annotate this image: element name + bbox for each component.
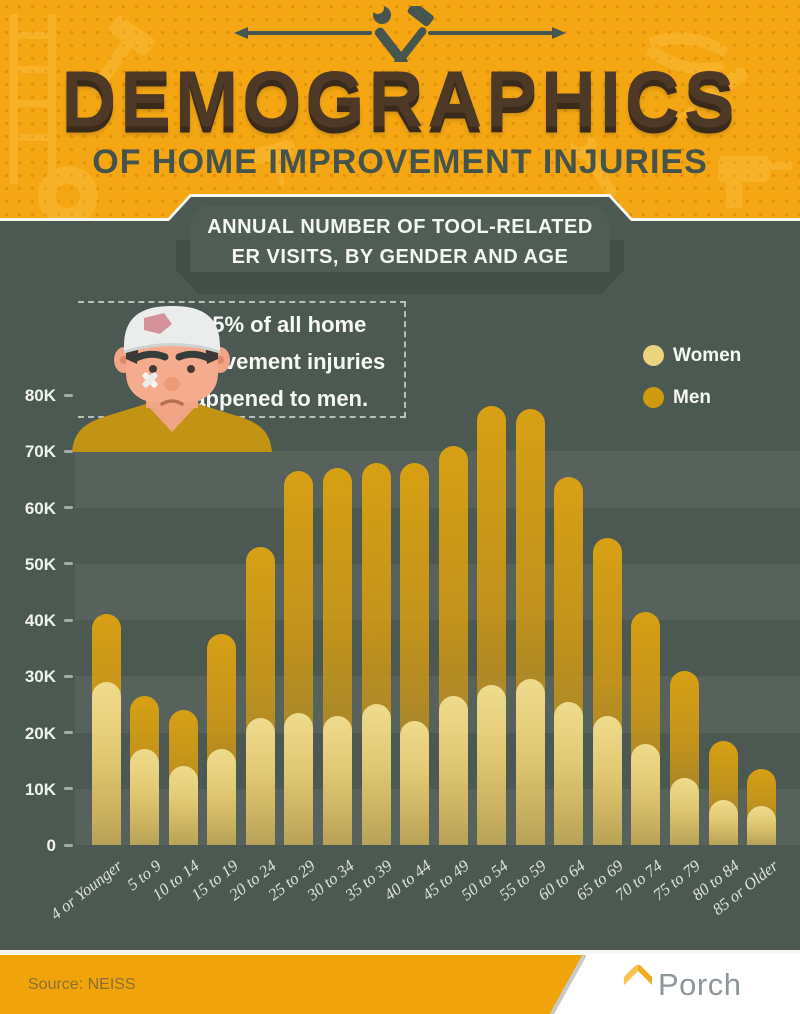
y-tick-label: 0 [46,836,56,855]
y-tick-mark [64,449,73,453]
bar-women [747,805,777,845]
page-subtitle: OF HOME IMPROVEMENT INJURIES [92,143,708,181]
bar-women [207,749,237,845]
porch-logo: Porch [622,963,741,1005]
injured-man-illustration [72,306,272,452]
y-tick-mark [64,506,73,509]
y-tick-mark [64,393,73,397]
y-tick-mark [64,787,73,791]
men-legend-swatch [643,387,664,408]
source-label: Source: NEISS [28,976,136,993]
bar-women [554,701,584,845]
porch-chevron-icon [624,963,652,985]
page-title: DEMOGRAPHICS [61,54,739,145]
bar-women [592,715,622,845]
y-tick-mark [64,674,73,678]
bar-women [130,749,160,845]
tool-pattern-decoration [10,14,792,224]
bar-women [91,681,121,845]
y-tick-label: 10K [24,779,56,799]
y-tick-label: 60K [24,498,56,518]
bar-women [477,684,507,845]
y-tick-label: 40K [24,611,56,630]
footer-band [0,955,586,1014]
men-legend-label: Men [673,387,711,408]
grid-band [75,563,800,620]
crossed-tools-icon [234,6,566,62]
callout-line1: of all home [244,312,367,337]
women-legend-label: Women [673,345,742,366]
y-tick-mark [64,618,73,622]
y-tick-label: 50K [24,554,56,574]
y-tick-mark [64,843,73,847]
y-tick-mark [64,731,73,734]
header: DEMOGRAPHICS OF HOME IMPROVEMENT INJURIE… [0,0,800,224]
bar-women [438,695,468,845]
y-tick-label: 20K [24,723,56,743]
porch-logo-text: Porch [658,967,742,1002]
chart-title-line1: ANNUAL NUMBER OF TOOL-RELATED [207,216,593,238]
chart-title: ANNUAL NUMBER OF TOOL-RELATED ER VISITS,… [150,212,650,272]
callout-box [78,301,406,418]
bar-women [631,743,661,845]
bar-women [515,679,545,845]
bar-women [323,715,352,845]
y-tick-label: 70K [24,442,56,462]
y-tick-label: 30K [24,667,56,687]
chart-title-banner [190,206,610,272]
grid-band [75,451,800,508]
bar-women [245,718,275,845]
bar-women [284,712,314,845]
y-tick-label: 80K [24,386,56,405]
chart-title-line2: ER VISITS, BY GENDER AND AGE [231,246,569,268]
bar-women [361,704,391,845]
bar-women [400,721,430,845]
y-tick-mark [64,562,73,566]
bar-women [669,777,699,845]
bar-women [708,800,738,845]
women-legend-swatch [643,345,664,366]
bar-women [168,766,198,845]
